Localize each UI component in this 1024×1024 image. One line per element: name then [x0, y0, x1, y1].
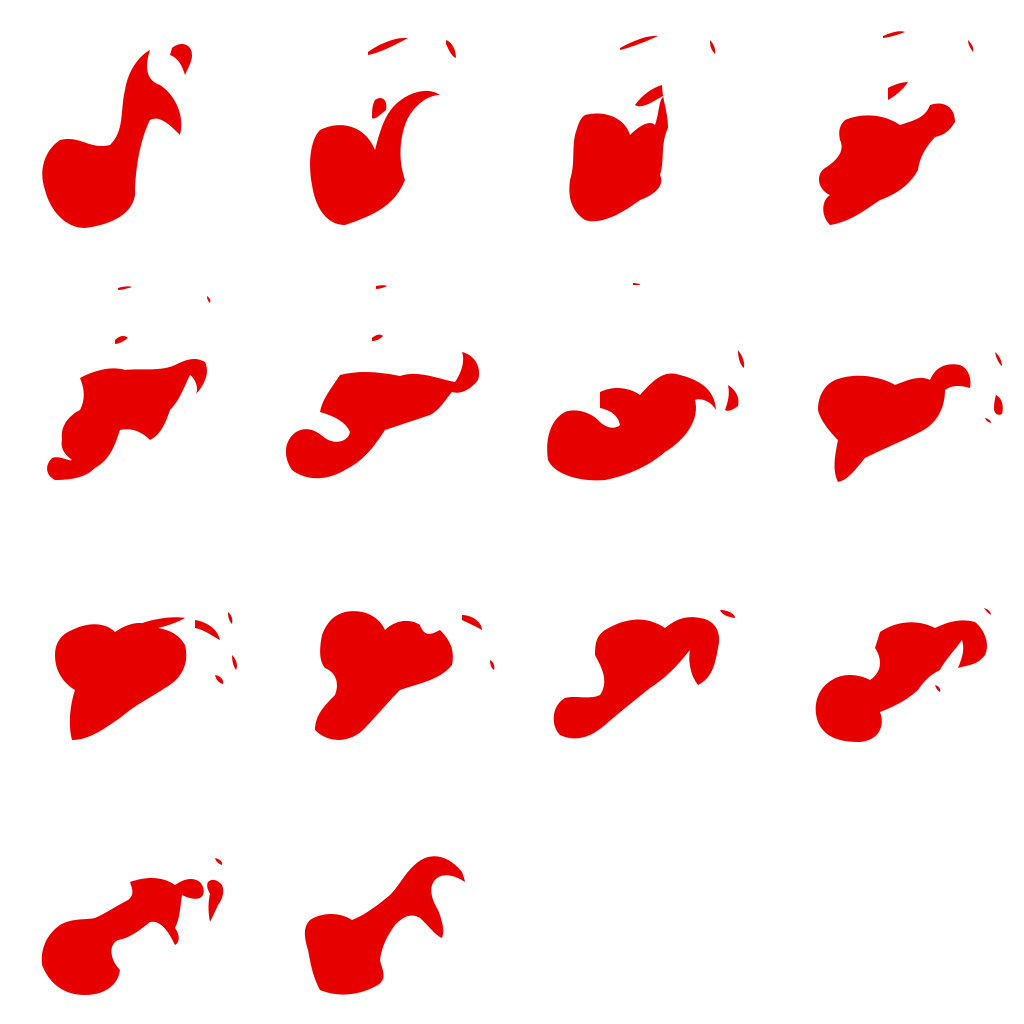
flame-ember	[725, 385, 739, 411]
flame-body	[55, 622, 187, 740]
flame-ember	[195, 620, 220, 640]
flame-ember	[372, 98, 387, 119]
flame-ember	[215, 858, 223, 865]
flame-frame-6	[285, 285, 480, 479]
flame-ember	[710, 40, 716, 54]
flame-ember	[115, 335, 128, 344]
flame-ember	[140, 617, 185, 630]
flame-frame-5	[47, 286, 211, 480]
flame-ember	[738, 350, 745, 368]
flame-body	[547, 373, 716, 481]
flame-ember	[633, 283, 640, 285]
flame-ember	[170, 44, 192, 75]
flame-body	[304, 856, 465, 995]
flame-frame-7	[547, 283, 745, 481]
flame-body	[47, 358, 207, 480]
flame-ember	[620, 35, 658, 50]
flame-ember	[883, 31, 905, 38]
flame-ember	[228, 612, 233, 624]
flame-ember	[888, 82, 908, 100]
flame-ember	[446, 40, 456, 58]
flame-ember	[372, 334, 383, 341]
flame-ember	[207, 879, 224, 922]
flame-ember	[462, 615, 482, 630]
flame-ember	[720, 610, 735, 618]
flame-body	[818, 364, 971, 482]
flame-body	[41, 878, 204, 995]
flame-ember	[376, 285, 387, 289]
flame-body	[310, 90, 440, 225]
flame-ember	[118, 286, 132, 290]
flame-ember	[935, 685, 941, 692]
flame-ember	[207, 296, 211, 303]
flame-body	[285, 352, 480, 479]
flame-frame-1	[42, 44, 192, 228]
flame-body	[818, 103, 955, 225]
flame-body	[569, 85, 668, 222]
flame-frame-11	[553, 610, 735, 739]
flame-frame-12	[815, 608, 991, 742]
flame-ember	[232, 655, 237, 670]
flame-frame-9	[55, 612, 237, 740]
flame-body	[815, 620, 987, 742]
flame-body	[315, 611, 453, 740]
flame-body	[553, 617, 720, 739]
flame-body	[42, 50, 182, 228]
flame-frame-2	[310, 37, 456, 225]
flame-frame-8	[818, 352, 1003, 482]
flame-frame-10	[315, 611, 495, 740]
flame-ember	[994, 395, 1003, 415]
flame-ember	[490, 660, 495, 670]
flame-ember	[995, 352, 1002, 366]
flame-ember	[985, 418, 991, 423]
flame-frame-4	[818, 31, 974, 225]
flame-ember	[368, 37, 408, 55]
flame-ember	[215, 675, 224, 684]
flame-frame-14	[304, 856, 465, 995]
flame-frame-13	[41, 858, 224, 995]
flame-ember	[984, 608, 991, 615]
flame-frame-3	[569, 35, 716, 222]
flame-ember	[968, 40, 974, 52]
